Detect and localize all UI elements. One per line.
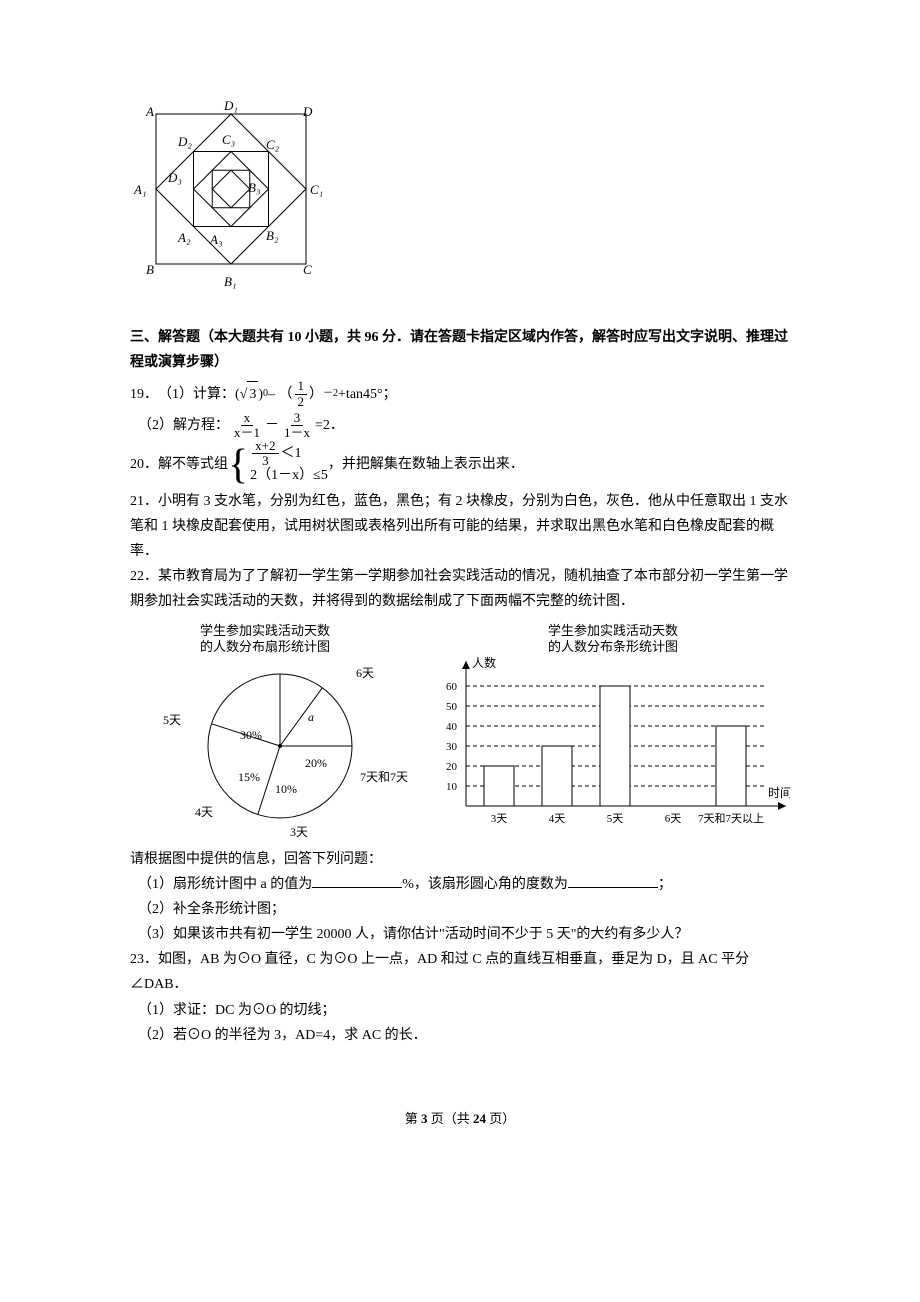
svg-text:30: 30 <box>446 741 458 753</box>
p22-q2: （2）补全条形统计图； <box>130 897 790 922</box>
p20-num: 20．解不等式组 <box>130 452 228 477</box>
lbl-B: B <box>146 262 154 277</box>
p22-q1: （1）扇形统计图中 a 的值为%，该扇形圆心角的度数为； <box>130 872 790 897</box>
pie-lbl-6d: 6天 <box>356 666 374 680</box>
lbl-A3: A₃ <box>209 232 222 247</box>
lbl-C: C <box>303 262 312 277</box>
problem-22-intro: 22．某市教育局为了了解初一学生第一学期参加社会实践活动的情况，随机抽查了本市部… <box>130 564 790 614</box>
lbl-C3: C₃ <box>222 132 235 147</box>
pie-pct-6d: a <box>308 710 314 724</box>
p22-q3: （3）如果该市共有初一学生 20000 人，请你估计"活动时间不少于 5 天"的… <box>130 922 790 947</box>
pie-pct-5d: 30% <box>240 728 262 742</box>
brace-icon: { <box>228 446 248 484</box>
bar-chart: 学生参加实践活动天数 的人数分布条形统计图 人数 时间 10 20 30 40 50 60… <box>428 621 790 841</box>
sqrt-icon: √3 <box>240 381 259 407</box>
xlabel: 时间 <box>768 786 790 800</box>
lbl-B1: B₁ <box>224 274 236 289</box>
pie-pct-3d: 10% <box>275 782 297 796</box>
svg-text:4天: 4天 <box>549 813 566 825</box>
svg-text:50: 50 <box>446 701 458 713</box>
pie-lbl-4d: 4天 <box>195 805 213 819</box>
p23-l3: （2）若⊙O 的半径为 3，AD=4，求 AC 的长． <box>130 1023 790 1048</box>
bar-title-2: 的人数分布条形统计图 <box>548 639 678 654</box>
svg-text:10: 10 <box>446 781 458 793</box>
lbl-C2: C₂ <box>266 137 280 152</box>
lbl-B3: B₃ <box>248 180 260 195</box>
lbl-A2: A₂ <box>177 230 191 245</box>
lbl-D2: D₂ <box>177 134 192 149</box>
problem-19: 19． （1）计算：( √3 ) 0 – （ 1 2 ） －2 +tan45°；… <box>130 379 790 440</box>
section-3-title: 三、解答题（本大题共有 10 小题，共 96 分．请在答题卡指定区域内作答，解答… <box>130 325 790 375</box>
pie-chart: 学生参加实践活动天数 的人数分布扇形统计图 5天 <box>160 621 408 841</box>
pie-title-1: 学生参加实践活动天数 <box>200 623 330 638</box>
blank-angle[interactable] <box>568 873 658 888</box>
lbl-A: A <box>145 104 154 119</box>
nested-squares-svg: A D B C D₁ C₁ B₁ A₁ D₂ C₂ B₂ A₂ C₃ B₃ A₃… <box>130 100 325 290</box>
lbl-D1: D₁ <box>223 100 238 113</box>
problem-20: 20．解不等式组 { x+2 3 ＜1 2（1－x）≤5 ，并把解集在数轴上表示… <box>130 443 790 487</box>
pie-lbl-3d: 3天 <box>290 825 308 839</box>
svg-text:6天: 6天 <box>665 813 682 825</box>
pie-lbl-7d: 7天和7天以上 <box>360 770 408 784</box>
svg-text:40: 40 <box>446 721 458 733</box>
bar-title-1: 学生参加实践活动天数 <box>548 623 678 638</box>
lbl-B2: B₂ <box>266 228 279 243</box>
pie-pct-4d: 15% <box>238 770 260 784</box>
frac-3: 3 1－x <box>281 411 313 441</box>
p19-num: 19． <box>130 382 158 407</box>
frac-half: 1 2 <box>295 379 308 409</box>
svg-text:7天和7天以上: 7天和7天以上 <box>698 812 764 825</box>
frac-x: x x－1 <box>231 411 263 441</box>
ylabel: 人数 <box>472 655 496 670</box>
svg-text:60: 60 <box>446 681 458 693</box>
p23-l1: 23．如图，AB 为⊙O 直径，C 为⊙O 上一点，AD 和过 C 点的直线互相… <box>130 947 790 997</box>
svg-text:3天: 3天 <box>491 813 508 825</box>
svg-text:5天: 5天 <box>607 813 624 825</box>
pie-lbl-5d: 5天 <box>163 713 181 727</box>
nested-squares-figure: A D B C D₁ C₁ B₁ A₁ D₂ C₂ B₂ A₂ C₃ B₃ A₃… <box>130 100 790 295</box>
lbl-D: D <box>302 104 313 119</box>
pie-pct-7d: 20% <box>305 756 327 770</box>
inequality-system: { x+2 3 ＜1 2（1－x）≤5 <box>228 443 328 487</box>
lbl-D3: D₃ <box>167 170 182 185</box>
page-footer: 第 3 页（共 24 页） <box>130 1108 790 1127</box>
lbl-C1: C₁ <box>310 182 323 197</box>
problem-21: 21．小明有 3 支水笔，分别为红色，蓝色，黑色；有 2 块橡皮，分别为白色，灰… <box>130 489 790 565</box>
pie-title-2: 的人数分布扇形统计图 <box>200 639 330 654</box>
p19-2-prefix: （2）解方程： <box>138 413 229 438</box>
p19-1-prefix: （1）计算：( <box>158 382 240 407</box>
p23-l2: （1）求证：DC 为⊙O 的切线； <box>130 998 790 1023</box>
blank-a[interactable] <box>312 873 402 888</box>
svg-text:20: 20 <box>446 761 458 773</box>
p22-after: 请根据图中提供的信息，回答下列问题： <box>130 847 790 872</box>
lbl-A1: A₁ <box>133 182 146 197</box>
